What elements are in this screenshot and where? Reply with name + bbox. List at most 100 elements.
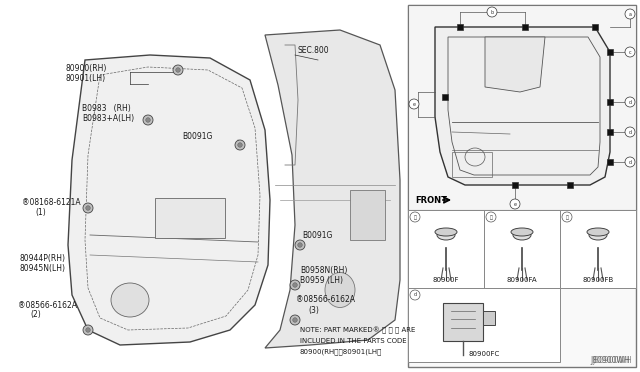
Text: Ⓒ: Ⓒ	[566, 215, 568, 219]
Bar	[560, 210, 636, 288]
Text: B0983   (RH): B0983 (RH)	[82, 103, 131, 112]
Text: INCLUDED IN THE PARTS CODE: INCLUDED IN THE PARTS CODE	[300, 338, 406, 344]
Circle shape	[486, 212, 496, 222]
Text: 80900(RH): 80900(RH)	[65, 64, 106, 73]
Circle shape	[625, 97, 635, 107]
Text: NOTE: PART MARKED® Ⓑ Ⓒ Ⓓ ARE: NOTE: PART MARKED® Ⓑ Ⓒ Ⓓ ARE	[300, 326, 415, 334]
Text: (2): (2)	[30, 311, 41, 320]
Circle shape	[625, 9, 635, 19]
Circle shape	[86, 328, 90, 332]
Bar	[408, 5, 636, 367]
Text: (3): (3)	[308, 305, 319, 314]
Polygon shape	[435, 27, 610, 185]
Circle shape	[235, 140, 245, 150]
Ellipse shape	[111, 283, 149, 317]
Circle shape	[625, 127, 635, 137]
Text: 80900FB: 80900FB	[582, 277, 614, 283]
Text: SEC.800: SEC.800	[298, 45, 330, 55]
Bar	[442, 94, 448, 100]
Text: ®08566-6162A: ®08566-6162A	[296, 295, 355, 305]
Bar	[483, 311, 495, 325]
Text: e: e	[513, 202, 516, 206]
Circle shape	[625, 47, 635, 57]
Bar	[592, 24, 598, 30]
Ellipse shape	[435, 228, 457, 236]
Bar	[567, 182, 573, 188]
Bar	[408, 288, 560, 362]
Text: d: d	[413, 292, 417, 298]
Polygon shape	[485, 37, 545, 92]
Circle shape	[298, 243, 302, 247]
Text: B0091G: B0091G	[302, 231, 332, 240]
Text: d: d	[628, 129, 632, 135]
Circle shape	[487, 7, 497, 17]
Circle shape	[290, 315, 300, 325]
Ellipse shape	[587, 228, 609, 236]
Bar	[452, 152, 492, 177]
Bar	[607, 49, 613, 55]
Bar	[155, 198, 225, 238]
Bar	[522, 24, 528, 30]
Ellipse shape	[589, 230, 607, 240]
Circle shape	[409, 99, 419, 109]
Circle shape	[290, 280, 300, 290]
Circle shape	[143, 115, 153, 125]
Circle shape	[176, 68, 180, 72]
Circle shape	[410, 290, 420, 300]
Ellipse shape	[513, 230, 531, 240]
Text: B0958N(RH): B0958N(RH)	[300, 266, 348, 275]
Text: 80900(RH）／80901(LH）: 80900(RH）／80901(LH）	[300, 349, 382, 355]
Ellipse shape	[511, 228, 533, 236]
Circle shape	[292, 318, 297, 322]
Circle shape	[83, 203, 93, 213]
Text: 80944P(RH): 80944P(RH)	[20, 253, 66, 263]
Circle shape	[292, 283, 297, 287]
Text: ®08566-6162A: ®08566-6162A	[18, 301, 77, 310]
Text: ®08168-6121A: ®08168-6121A	[22, 198, 81, 206]
Text: Ⓑ: Ⓑ	[490, 215, 492, 219]
Text: FRONT: FRONT	[415, 196, 447, 205]
Bar	[443, 303, 483, 341]
Text: a: a	[628, 12, 632, 16]
Text: 80901(LH): 80901(LH)	[65, 74, 105, 83]
Ellipse shape	[325, 273, 355, 308]
Circle shape	[86, 206, 90, 210]
Text: J80900WH: J80900WH	[590, 356, 630, 365]
Text: 80900FC: 80900FC	[468, 351, 500, 357]
Text: Ⓐ: Ⓐ	[413, 215, 417, 219]
Bar	[408, 5, 636, 210]
Polygon shape	[68, 55, 270, 345]
Text: B0091G: B0091G	[182, 131, 212, 141]
Text: b: b	[490, 10, 493, 15]
Bar	[350, 190, 385, 240]
Circle shape	[173, 65, 183, 75]
Text: (1): (1)	[35, 208, 45, 217]
Ellipse shape	[437, 230, 455, 240]
Circle shape	[562, 212, 572, 222]
Text: 80945N(LH): 80945N(LH)	[20, 263, 66, 273]
Bar	[607, 159, 613, 165]
Text: c: c	[628, 49, 631, 55]
Bar	[607, 99, 613, 105]
Bar	[408, 210, 484, 288]
Circle shape	[410, 212, 420, 222]
Text: d: d	[628, 99, 632, 105]
Polygon shape	[265, 30, 400, 348]
Text: 80900FA: 80900FA	[507, 277, 538, 283]
Text: e: e	[413, 102, 415, 106]
Bar	[607, 129, 613, 135]
Circle shape	[510, 199, 520, 209]
Bar	[457, 24, 463, 30]
Circle shape	[237, 143, 243, 147]
Circle shape	[625, 157, 635, 167]
Text: J80900WH: J80900WH	[592, 356, 632, 365]
Text: B0959 (LH): B0959 (LH)	[300, 276, 343, 285]
Text: d: d	[628, 160, 632, 164]
Circle shape	[83, 325, 93, 335]
Circle shape	[295, 240, 305, 250]
Text: 80900F: 80900F	[433, 277, 460, 283]
Bar	[484, 210, 560, 288]
Text: B0983+A(LH): B0983+A(LH)	[82, 113, 134, 122]
Bar	[512, 182, 518, 188]
Circle shape	[146, 118, 150, 122]
